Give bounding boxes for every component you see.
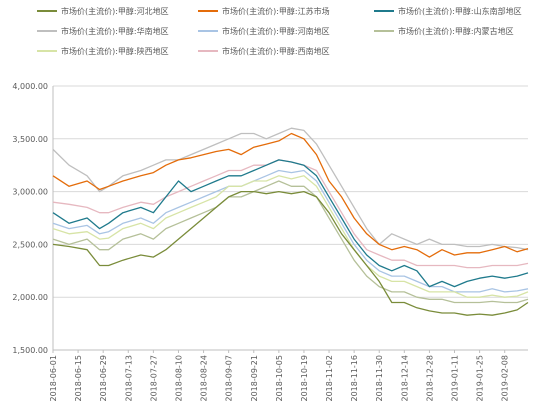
y-tick-label: 3,000.00 bbox=[12, 188, 48, 197]
x-tick-label: 2018-12-14 bbox=[400, 355, 409, 402]
series-line-4 bbox=[52, 169, 529, 293]
x-tick-label: 2018-07-27 bbox=[149, 355, 158, 402]
y-tick-label: 3,500.00 bbox=[12, 135, 48, 144]
grid bbox=[53, 85, 528, 351]
x-tick-label: 2018-10-05 bbox=[275, 355, 284, 402]
x-tick-label: 2018-06-29 bbox=[99, 355, 108, 402]
series-line-3 bbox=[52, 127, 529, 251]
legend-label-7: 市场价(主流价):甲醇:西南地区 bbox=[222, 46, 330, 56]
x-tick-label: 2018-09-07 bbox=[225, 355, 234, 402]
series-line-1 bbox=[52, 132, 529, 258]
x-tick-label: 2018-12-28 bbox=[425, 355, 434, 402]
x-tick-label: 2018-08-24 bbox=[200, 355, 209, 402]
x-tick-label: 2018-08-10 bbox=[174, 355, 183, 402]
series-line-5 bbox=[52, 180, 529, 304]
legend-label-3: 市场价(主流价):甲醇:华南地区 bbox=[61, 26, 169, 36]
x-tick-label: 2018-11-30 bbox=[375, 355, 384, 402]
y-axis: 1,500.00 2,000.00 2,500.00 3,000.00 3,500.00… bbox=[12, 82, 54, 355]
x-tick-label: 2019-02-08 bbox=[501, 355, 510, 402]
legend-label-2: 市场价(主流价):甲醇:山东南部地区 bbox=[398, 6, 522, 16]
x-tick-label: 2018-09-21 bbox=[250, 355, 259, 402]
legend-label-5: 市场价(主流价):甲醇:内蒙古地区 bbox=[398, 26, 514, 36]
x-tick-label: 2019-01-11 bbox=[451, 355, 460, 402]
legend: 市场价(主流价):甲醇:河北地区 市场价(主流价):甲醇:江苏市场 市场价(主流价)… bbox=[37, 6, 522, 56]
x-tick-label: 2018-07-13 bbox=[124, 355, 133, 402]
x-axis: 2018-06-01 2018-06-15 2018-06-29 2018-07-13… bbox=[49, 349, 528, 402]
y-tick-label: 1,500.00 bbox=[12, 346, 48, 355]
series-line-6 bbox=[52, 175, 529, 298]
x-tick-label: 2018-11-16 bbox=[350, 355, 359, 402]
x-tick-label: 2018-11-02 bbox=[325, 355, 334, 402]
legend-label-0: 市场价(主流价):甲醇:河北地区 bbox=[61, 6, 169, 16]
y-tick-label: 2,000.00 bbox=[12, 293, 48, 302]
x-tick-label: 2018-06-15 bbox=[74, 355, 83, 402]
x-tick-label: 2019-01-25 bbox=[476, 355, 485, 402]
y-tick-label: 4,000.00 bbox=[12, 82, 48, 91]
plot-area bbox=[52, 127, 529, 316]
legend-label-6: 市场价(主流价):甲醇:陕西地区 bbox=[61, 46, 169, 56]
series-line-2 bbox=[52, 159, 529, 288]
x-tick-label: 2018-10-19 bbox=[300, 355, 309, 402]
x-tick-label: 2018-06-01 bbox=[49, 355, 58, 402]
legend-label-4: 市场价(主流价):甲醇:河南地区 bbox=[222, 26, 330, 36]
series-line-0 bbox=[52, 190, 529, 316]
legend-label-1: 市场价(主流价):甲醇:江苏市场 bbox=[222, 6, 330, 16]
y-tick-label: 2,500.00 bbox=[12, 240, 48, 249]
